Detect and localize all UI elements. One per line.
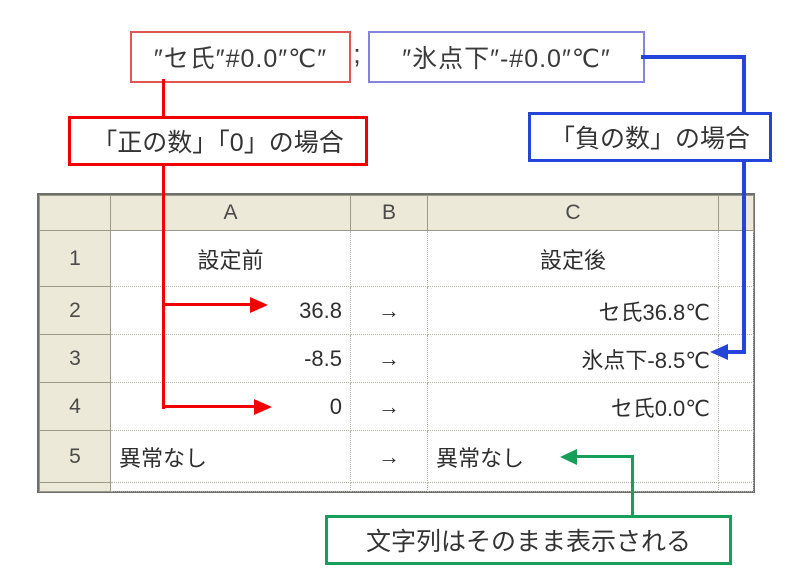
col-header-extra[interactable] [718, 195, 754, 231]
cell-A5[interactable]: 異常なし [110, 430, 351, 483]
cell-B5[interactable]: → [350, 430, 428, 483]
col-header-B[interactable]: B [350, 195, 428, 231]
cell-B4[interactable]: → [350, 382, 428, 431]
green-arrowhead-icon [560, 449, 577, 465]
cell-A3[interactable]: -8.5 [110, 334, 351, 383]
cell-B2[interactable]: → [350, 286, 428, 335]
table-row: 3 -8.5 → 氷点下-8.5℃ [39, 334, 754, 383]
row-header-1[interactable]: 1 [39, 230, 111, 287]
col-header-A[interactable]: A [110, 195, 351, 231]
table-row-partial [39, 482, 754, 492]
row-header-6[interactable] [39, 482, 111, 492]
cell-B3[interactable]: → [350, 334, 428, 383]
red-arrowhead-icon [250, 297, 268, 313]
spreadsheet: A B C 1 設定前 設定後 2 36.8 → セ氏36.8℃ 3 [37, 193, 755, 493]
cell-C3[interactable]: 氷点下-8.5℃ [427, 334, 719, 383]
cell-A6[interactable] [110, 482, 351, 492]
cell-B1[interactable] [350, 230, 428, 287]
cell-D2[interactable] [718, 286, 754, 335]
green-connector-vline [631, 455, 634, 517]
table-row: 4 0 → セ氏0.0℃ [39, 382, 754, 431]
red-connector-branch-row4 [162, 405, 254, 408]
cell-A1[interactable]: 設定前 [110, 230, 351, 287]
row-header-3[interactable]: 3 [39, 334, 111, 383]
format-separator: ; [353, 39, 361, 69]
cell-C6[interactable] [427, 482, 719, 492]
cell-C4[interactable]: セ氏0.0℃ [427, 382, 719, 431]
positive-case-text: 「正の数」「0」の場合 [92, 129, 344, 157]
select-all-corner[interactable] [39, 195, 111, 231]
negative-case-label: 「負の数」の場合 [528, 112, 772, 162]
cell-C2[interactable]: セ氏36.8℃ [427, 286, 719, 335]
blue-arrowhead-icon [710, 344, 728, 360]
positive-format-code-box: ″セ氏″#0.0″℃″ [130, 31, 351, 83]
blue-connector-hline-bottom [726, 350, 746, 354]
negative-format-code: ″氷点下″-#0.0″℃″ [402, 45, 611, 73]
cell-B6[interactable] [350, 482, 428, 492]
positive-case-label: 「正の数」「0」の場合 [68, 116, 368, 166]
red-connector-branch-row2 [162, 303, 250, 306]
negative-format-code-box: ″氷点下″-#0.0″℃″ [368, 31, 645, 83]
cell-D4[interactable] [718, 382, 754, 431]
string-case-label: 文字列はそのまま表示される [325, 515, 732, 565]
cell-C1[interactable]: 設定後 [427, 230, 719, 287]
cell-D5[interactable] [718, 430, 754, 483]
positive-format-code: ″セ氏″#0.0″℃″ [153, 45, 328, 73]
cell-D6[interactable] [718, 482, 754, 492]
row-header-2[interactable]: 2 [39, 286, 111, 335]
string-case-text: 文字列はそのまま表示される [365, 528, 691, 556]
blue-connector-hline-top [641, 55, 746, 59]
table-row: 1 設定前 設定後 [39, 230, 754, 287]
red-arrowhead-icon [254, 399, 272, 415]
spreadsheet-grid: A B C 1 設定前 設定後 2 36.8 → セ氏36.8℃ 3 [39, 195, 754, 492]
green-connector-hline [577, 455, 634, 458]
negative-case-text: 「負の数」の場合 [549, 125, 750, 153]
cell-A2[interactable]: 36.8 [110, 286, 351, 335]
cell-D1[interactable] [718, 230, 754, 287]
red-connector-vline [162, 79, 165, 409]
table-row: 2 36.8 → セ氏36.8℃ [39, 286, 754, 335]
table-row: 5 異常なし → 異常なし [39, 430, 754, 483]
cell-C5[interactable]: 異常なし [427, 430, 719, 483]
cell-D3[interactable] [718, 334, 754, 383]
row-header-5[interactable]: 5 [39, 430, 111, 483]
col-header-C[interactable]: C [427, 195, 719, 231]
row-header-4[interactable]: 4 [39, 382, 111, 431]
column-header-row: A B C [39, 195, 754, 231]
blue-connector-vline [742, 55, 746, 354]
